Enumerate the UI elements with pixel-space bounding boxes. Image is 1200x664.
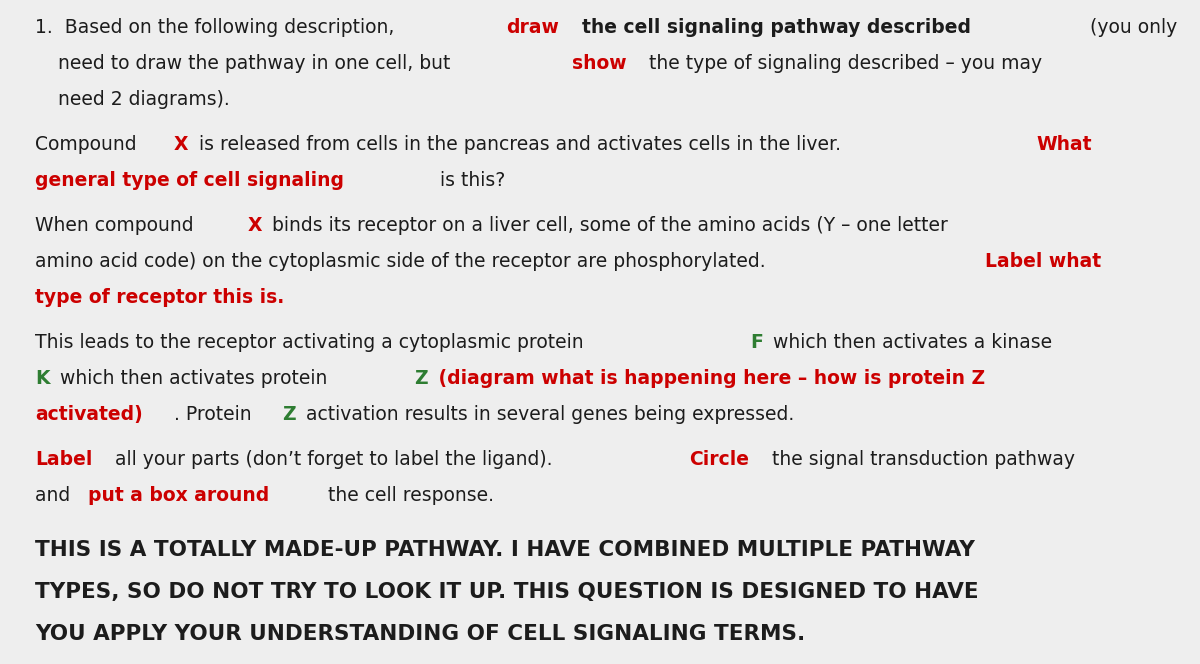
Text: When compound: When compound <box>35 216 199 235</box>
Text: show: show <box>572 54 626 73</box>
Text: need 2 diagrams).: need 2 diagrams). <box>58 90 229 109</box>
Text: which then activates a kinase: which then activates a kinase <box>767 333 1052 352</box>
Text: activation results in several genes being expressed.: activation results in several genes bein… <box>300 405 793 424</box>
Text: put a box around: put a box around <box>89 486 270 505</box>
Text: amino acid code) on the cytoplasmic side of the receptor are phosphorylated.: amino acid code) on the cytoplasmic side… <box>35 252 772 271</box>
Text: F: F <box>751 333 763 352</box>
Text: the signal transduction pathway: the signal transduction pathway <box>767 450 1075 469</box>
Text: type of receptor this is.: type of receptor this is. <box>35 288 284 307</box>
Text: TYPES, SO DO NOT TRY TO LOOK IT UP. THIS QUESTION IS DESIGNED TO HAVE: TYPES, SO DO NOT TRY TO LOOK IT UP. THIS… <box>35 582 979 602</box>
Text: (diagram what is happening here – how is protein Z: (diagram what is happening here – how is… <box>432 369 985 388</box>
Text: binds its receptor on a liver cell, some of the amino acids (Y – one letter: binds its receptor on a liver cell, some… <box>266 216 948 235</box>
Text: is released from cells in the pancreas and activates cells in the liver.: is released from cells in the pancreas a… <box>192 135 846 154</box>
Text: activated): activated) <box>35 405 143 424</box>
Text: X: X <box>247 216 262 235</box>
Text: and: and <box>35 486 77 505</box>
Text: K: K <box>35 369 49 388</box>
Text: Z: Z <box>414 369 428 388</box>
Text: general type of cell signaling: general type of cell signaling <box>35 171 344 190</box>
Text: the cell signaling pathway described: the cell signaling pathway described <box>582 18 972 37</box>
Text: Label: Label <box>35 450 92 469</box>
Text: This leads to the receptor activating a cytoplasmic protein: This leads to the receptor activating a … <box>35 333 589 352</box>
Text: YOU APPLY YOUR UNDERSTANDING OF CELL SIGNALING TERMS.: YOU APPLY YOUR UNDERSTANDING OF CELL SIG… <box>35 624 805 644</box>
Text: . Protein: . Protein <box>174 405 258 424</box>
Text: 1.  Based on the following description,: 1. Based on the following description, <box>35 18 401 37</box>
Text: need to draw the pathway in one cell, but: need to draw the pathway in one cell, bu… <box>58 54 456 73</box>
Text: What: What <box>1037 135 1092 154</box>
Text: the cell response.: the cell response. <box>322 486 494 505</box>
Text: which then activates protein: which then activates protein <box>54 369 334 388</box>
Text: Z: Z <box>282 405 295 424</box>
Text: the type of signaling described – you may: the type of signaling described – you ma… <box>642 54 1042 73</box>
Text: is this?: is this? <box>433 171 505 190</box>
Text: (you only: (you only <box>1085 18 1177 37</box>
Text: THIS IS A TOTALLY MADE-UP PATHWAY. I HAVE COMBINED MULTIPLE PATHWAY: THIS IS A TOTALLY MADE-UP PATHWAY. I HAV… <box>35 540 974 560</box>
Text: all your parts (don’t forget to label the ligand).: all your parts (don’t forget to label th… <box>109 450 558 469</box>
Text: X: X <box>174 135 188 154</box>
Text: draw: draw <box>506 18 559 37</box>
Text: Compound: Compound <box>35 135 143 154</box>
Text: Circle: Circle <box>689 450 749 469</box>
Text: Label what: Label what <box>985 252 1102 271</box>
